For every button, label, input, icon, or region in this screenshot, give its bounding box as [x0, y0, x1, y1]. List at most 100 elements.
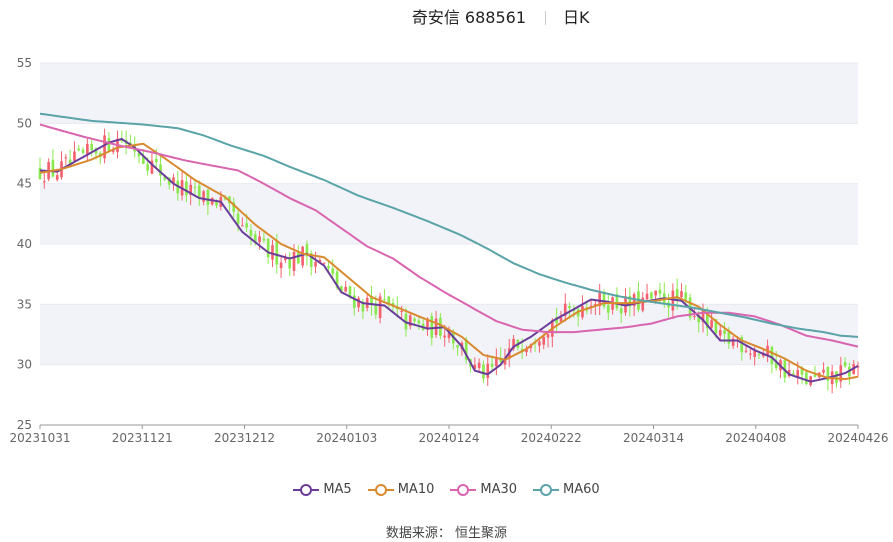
candle-body [129, 142, 132, 145]
candle-body [684, 292, 688, 300]
candle-body [835, 371, 838, 383]
candle-body [546, 334, 550, 338]
candle-body [150, 160, 154, 174]
legend-marker-dot [300, 483, 313, 496]
legend-item-ma5[interactable]: MA5 [293, 482, 352, 497]
y-tick-label: 50 [17, 116, 32, 130]
candle-body [400, 310, 403, 312]
candle-body [296, 252, 300, 264]
candle-body [301, 246, 304, 266]
header-divider [545, 11, 546, 25]
candle-body [374, 303, 378, 315]
candle-body [292, 252, 296, 271]
candle-body [843, 362, 847, 367]
series-line-ma10 [39, 142, 859, 381]
candle-body [606, 305, 610, 313]
candle-body [822, 369, 825, 373]
candle-body [723, 330, 726, 335]
candle-body [456, 345, 459, 348]
candle-body [615, 294, 619, 309]
candle-body [650, 292, 653, 299]
candle-body [159, 164, 162, 176]
chart-title: 奇安信 688561 [411, 8, 526, 27]
candle-body [344, 286, 348, 292]
candle-body [796, 370, 800, 379]
candle-body [408, 315, 412, 327]
candle-body [383, 299, 386, 301]
legend-marker-dot [374, 483, 387, 496]
candle-body [792, 373, 795, 375]
candle-body [563, 303, 567, 316]
candle-body [426, 318, 429, 330]
series-line-ma5 [39, 137, 859, 383]
legend-item-ma10[interactable]: MA10 [367, 482, 435, 497]
candle-body [714, 319, 718, 334]
candle-body [241, 225, 244, 227]
candle-body [581, 305, 584, 318]
candle-body [120, 140, 124, 142]
candle-body [370, 296, 373, 306]
candle-body [38, 167, 42, 180]
candle-body [275, 241, 279, 265]
candle-body [486, 363, 490, 378]
candle-body [232, 202, 236, 212]
candle-body [658, 289, 662, 294]
candle-body [805, 372, 808, 384]
candle-body [757, 354, 761, 356]
candle-body [68, 159, 72, 165]
candle-body [206, 189, 210, 205]
candle-body [680, 291, 683, 298]
series-line-ma60 [39, 112, 859, 338]
candle-body [262, 238, 266, 241]
candle-body [81, 149, 85, 153]
candle-body [645, 293, 649, 300]
candle-body [705, 313, 709, 329]
candle-body [477, 362, 481, 369]
candle-body [568, 306, 571, 309]
moving-average-lines [39, 112, 859, 383]
candle-body [86, 143, 89, 155]
legend-label: MA10 [397, 482, 435, 497]
candle-body [447, 332, 451, 339]
candle-body [51, 159, 55, 177]
candle-body [740, 337, 744, 353]
candle-body [503, 357, 507, 365]
legend-label: MA5 [323, 482, 352, 497]
candle-body [744, 350, 748, 352]
grid-bands [40, 62, 858, 426]
legend-item-ma30[interactable]: MA30 [450, 482, 517, 497]
y-tick-label: 35 [17, 297, 32, 311]
y-tick-label: 45 [17, 177, 32, 191]
candle-body [202, 191, 205, 202]
candle-body [284, 257, 287, 261]
candle-body [727, 331, 731, 344]
y-tick-label: 25 [17, 418, 32, 432]
candle-body [619, 308, 623, 314]
candle-body [675, 288, 679, 300]
candle-body [215, 200, 218, 206]
candle-body [542, 336, 546, 345]
candle-body [352, 295, 356, 308]
candle-body [512, 338, 515, 349]
candle-body [671, 290, 675, 311]
y-tick-label: 55 [17, 56, 32, 70]
candle-body [258, 236, 261, 243]
candle-body [146, 164, 149, 171]
x-axis: 20231031 20231121 20231212 20240103 20240124… [9, 424, 889, 445]
candle-body [774, 361, 778, 369]
candle-body [327, 266, 330, 269]
y-tick-label: 30 [17, 358, 32, 372]
candle-body [309, 253, 313, 267]
candle-body [464, 339, 468, 360]
candle-body [266, 238, 270, 258]
x-tick-label: 20240314 [623, 431, 684, 445]
candle-body [55, 175, 59, 180]
candle-body [628, 295, 632, 307]
candle-body [654, 290, 657, 296]
legend-item-ma60[interactable]: MA60 [533, 482, 600, 497]
candle-body [490, 363, 494, 367]
candle-body [185, 181, 188, 196]
candle-body [279, 262, 283, 269]
candle-body [710, 320, 713, 328]
candle-body [197, 185, 201, 199]
